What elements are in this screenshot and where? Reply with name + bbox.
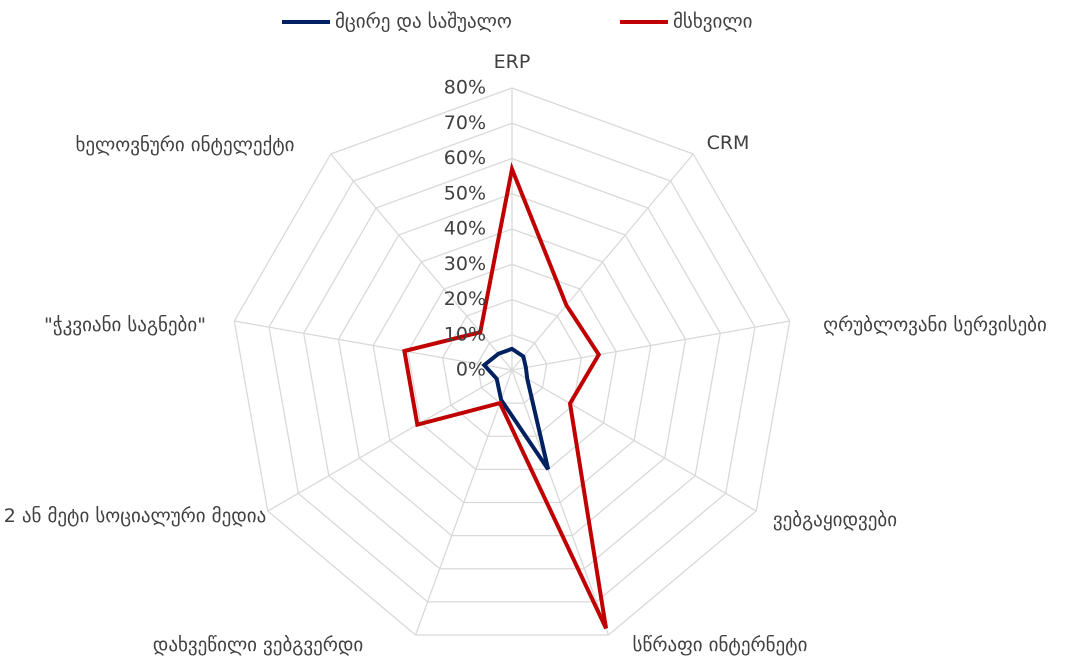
grid-ring (303, 157, 721, 570)
category-label: ხელოვნური ინტელექტი (75, 134, 295, 156)
category-label: ERP (493, 51, 531, 73)
spoke (414, 369, 513, 636)
spoke (234, 320, 513, 371)
tick-label: 50% (444, 182, 486, 204)
category-label: სწრაფი ინტერნეტი (632, 634, 808, 656)
series-line (481, 346, 551, 471)
tick-label: 20% (444, 288, 486, 310)
category-label: დახვეწილი ვებგვერდი (152, 634, 364, 656)
tick-label: 60% (444, 147, 486, 169)
legend-label: მსხვილი (673, 11, 752, 33)
grid-ring (337, 193, 687, 537)
spoke (267, 369, 513, 512)
tick-label: 80% (444, 77, 486, 99)
spoke (330, 153, 513, 371)
tick-label: 10% (444, 323, 486, 345)
series-line (402, 162, 609, 630)
tick-label: 70% (444, 112, 486, 134)
grid-ring (476, 334, 548, 404)
grid-ring (407, 263, 617, 471)
spoke (511, 369, 610, 636)
grid-ring (233, 87, 791, 636)
tick-label: 30% (444, 253, 486, 275)
spoke (511, 369, 757, 512)
grid-ring (268, 122, 756, 603)
spoke (511, 320, 790, 371)
category-label: ღრუბლოვანი სერვისები (823, 314, 1047, 336)
legend-label: მცირე და საშუალო (335, 11, 512, 33)
category-label: CRM (706, 132, 750, 154)
category-label: ვებგაყიდვები (772, 509, 898, 531)
spoke (511, 153, 694, 371)
tick-label: 40% (444, 218, 486, 240)
grid-ring (372, 228, 652, 504)
category-label: "ჭკვიანი საგნები" (44, 314, 206, 336)
category-label: 2 ან მეტი სოციალური მედია (3, 505, 267, 527)
tick-label: 0% (456, 359, 486, 381)
